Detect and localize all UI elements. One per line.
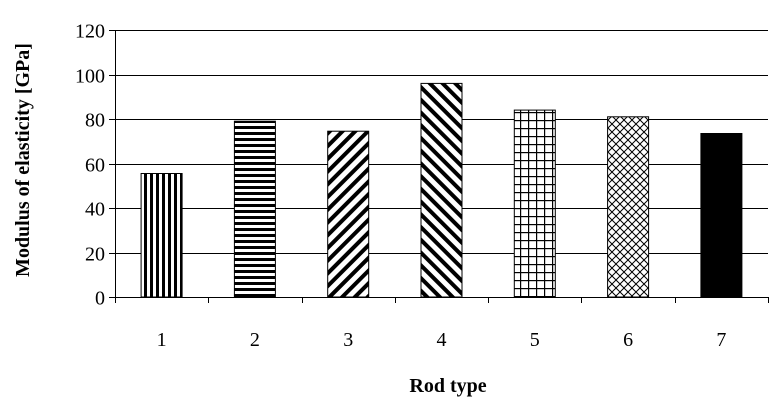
bar-1 xyxy=(140,173,183,298)
y-tick-label: 80 xyxy=(85,110,105,132)
y-tick-label: 100 xyxy=(75,66,105,88)
bar-7 xyxy=(700,133,743,298)
y-tick-label: 60 xyxy=(85,155,105,177)
y-tick-label: 40 xyxy=(85,199,105,221)
y-axis-title: Modulus of elasticity [GPa] xyxy=(12,43,34,277)
bar-6 xyxy=(607,116,650,298)
y-tick-label: 20 xyxy=(85,244,105,266)
bars xyxy=(140,82,743,298)
bar-3 xyxy=(327,130,370,298)
x-tick-label: 4 xyxy=(437,329,447,351)
x-tick-label: 7 xyxy=(716,329,726,351)
x-tick-label: 5 xyxy=(530,329,540,351)
x-tick-label: 1 xyxy=(157,329,167,351)
bar-2 xyxy=(233,120,276,298)
y-tick-labels: 0 20 40 60 80 100 120 xyxy=(75,21,105,310)
bar-4 xyxy=(420,82,463,298)
y-tick-label: 120 xyxy=(75,21,105,43)
x-tick-labels: 1 2 3 4 5 6 7 xyxy=(157,329,727,351)
bar-5 xyxy=(513,109,556,298)
x-tick-label: 6 xyxy=(623,329,633,351)
x-tick-label: 3 xyxy=(343,329,353,351)
y-tick-label: 0 xyxy=(95,288,105,310)
x-tick-label: 2 xyxy=(250,329,260,351)
x-axis-title: Rod type xyxy=(409,375,486,397)
